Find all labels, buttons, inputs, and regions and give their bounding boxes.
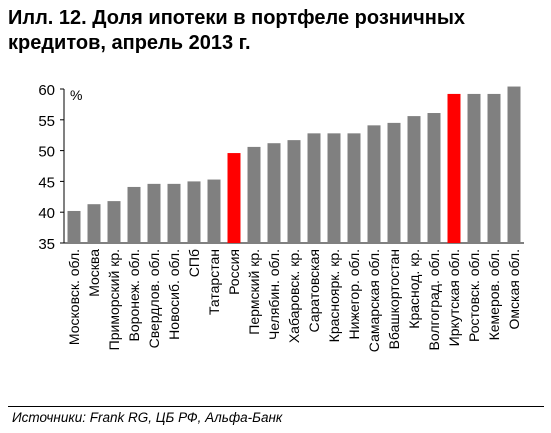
source-divider [8,406,544,407]
y-tick-label: 45 [38,174,55,191]
x-tick-label: Челябин. обл. [266,249,282,340]
x-tick-label: Иркутская обл. [446,249,462,346]
x-tick-label: Приморский кр. [106,249,122,350]
x-tick-label: Свердлов. обл. [146,249,162,348]
chart-title-line-1: Илл. 12. Доля ипотеки в портфеле розничн… [8,7,466,29]
x-tick-label: Воронеж. обл. [126,249,142,341]
bar-22 [507,86,521,243]
bar-16 [387,122,401,243]
bar-17 [407,116,421,243]
y-axis-ticks: 35 40 45 50 55 60 [38,82,64,253]
bar-2 [107,201,121,243]
bar-14 [347,133,361,243]
x-tick-label: Саратовская [306,249,322,332]
x-tick-label: Самарская обл. [366,249,382,352]
x-tick-label: Краснод. кр. [406,249,422,329]
x-tick-label: Кемеров. обл. [486,249,502,340]
y-axis-unit-label: % [70,87,82,103]
x-tick-label: Татарстан [206,249,222,315]
chart-title: Илл. 12. Доля ипотеки в портфеле розничн… [8,6,548,56]
chart-title-line-2: кредитов, апрель 2013 г. [8,32,251,54]
x-tick-label: Нижегор. обл. [346,249,362,339]
bar-4 [147,183,161,243]
y-tick-label: 50 [38,144,55,161]
bar-18 [427,113,441,243]
bar-1 [87,204,101,243]
bar-12 [307,133,321,243]
x-tick-label: Красноярк. кр. [326,249,342,342]
bar-13 [327,133,341,243]
x-tick-label: Вбашкортостан [386,249,402,349]
y-tick-label: 55 [38,113,55,130]
bar-8 [227,153,241,243]
bar-11 [287,140,301,243]
x-tick-label: СПб [186,249,202,277]
x-tick-label: Омская обл. [506,249,522,329]
x-tick-label: Московск. обл. [66,249,82,345]
bar-3 [127,186,141,243]
x-tick-label: Новосиб. обл. [166,249,182,340]
bar-0 [67,210,81,243]
y-tick-label: 40 [38,205,55,222]
y-tick-label: 35 [38,236,55,253]
bar-15 [367,125,381,243]
bar-5 [167,183,181,243]
x-axis-labels: Московск. обл. Москва Приморский кр. Вороне… [66,249,522,352]
source-note: Источники: Frank RG, ЦБ РФ, Альфа-Банк [12,410,283,425]
x-tick-label: Пермский кр. [246,249,262,335]
bar-10 [267,143,281,243]
bar-7 [207,179,221,243]
bar-19 [447,93,461,243]
bar-6 [187,181,201,243]
chart-bars [67,86,521,243]
bar-9 [247,146,261,243]
x-tick-label: Хабаровск. кр. [286,249,302,343]
x-tick-label: Москва [86,249,102,297]
y-tick-label: 60 [38,82,55,99]
bar-20 [467,93,481,243]
x-tick-label: Волгоград. обл. [426,249,442,350]
x-tick-label: Ростовск. обл. [466,249,482,342]
x-tick-label: Россия [226,249,242,295]
bar-21 [487,93,501,243]
